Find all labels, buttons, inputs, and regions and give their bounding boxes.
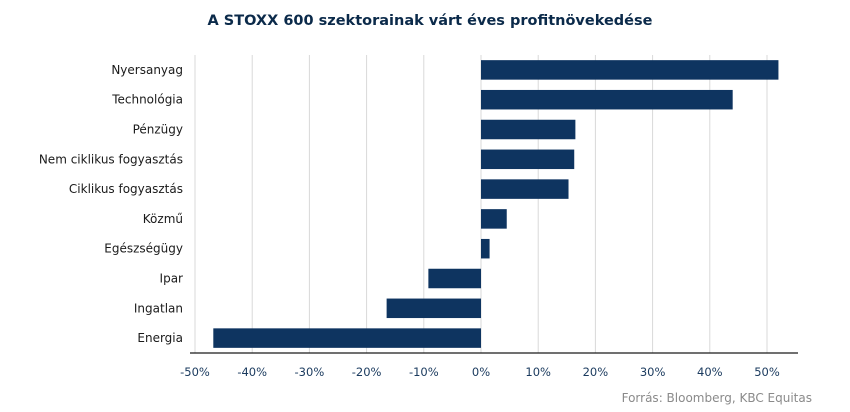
- category-label: Nem ciklikus fogyasztás: [39, 152, 183, 166]
- x-tick-label: 10%: [525, 365, 551, 379]
- x-tick-label: -20%: [352, 365, 382, 379]
- category-label: Technológia: [111, 93, 183, 107]
- bar: [481, 149, 575, 170]
- bar: [386, 298, 481, 319]
- category-label: Ciklikus fogyasztás: [69, 182, 183, 196]
- category-label: Ipar: [160, 272, 184, 286]
- bar: [481, 238, 490, 259]
- category-label: Pénzügy: [133, 123, 183, 137]
- x-tick-label: -10%: [409, 365, 439, 379]
- bar: [213, 328, 481, 348]
- bar: [481, 179, 569, 199]
- bar: [481, 60, 779, 80]
- source-note: Forrás: Bloomberg, KBC Equitas: [622, 391, 812, 405]
- category-label: Egészségügy: [104, 242, 183, 256]
- category-label: Közmű: [143, 212, 183, 226]
- category-labels: Nyersanyag Technológia Pénzügy Nem ciklikus…: [39, 63, 183, 345]
- x-tick-label: -30%: [295, 365, 325, 379]
- bar: [481, 89, 733, 110]
- x-tick-labels: -50% -40% -30% -20% -10% 0% 10% 20% 30% 40% 50%: [180, 365, 780, 379]
- x-tick-label: 50%: [754, 365, 780, 379]
- category-label: Ingatlan: [134, 301, 183, 315]
- chart-title: A STOXX 600 szektorainak várt éves profi…: [208, 13, 653, 29]
- category-label: Energia: [137, 331, 183, 345]
- x-tick-label: 40%: [697, 365, 723, 379]
- x-tick-label: -40%: [237, 365, 267, 379]
- x-tick-label: 30%: [640, 365, 666, 379]
- bar: [481, 119, 576, 140]
- category-label: Nyersanyag: [111, 63, 183, 77]
- x-tick-label: 20%: [583, 365, 609, 379]
- bar: [481, 209, 507, 229]
- bars: [213, 60, 779, 348]
- x-tick-label: -50%: [180, 365, 210, 379]
- x-tick-label: 0%: [472, 365, 490, 379]
- bar: [428, 268, 481, 289]
